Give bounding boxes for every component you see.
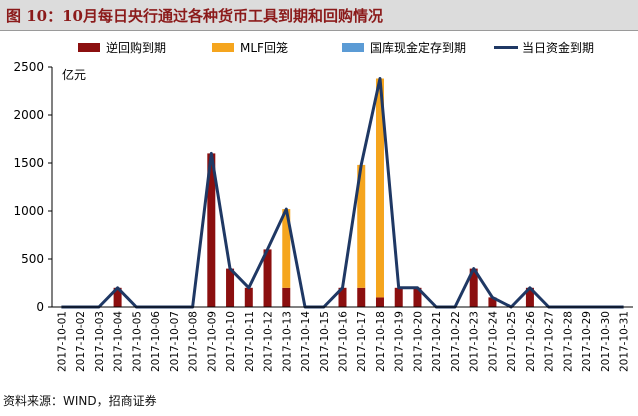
x-tick-label: 2017-10-28: [562, 311, 574, 372]
bar: [282, 287, 291, 307]
x-tick-label: 2017-10-30: [600, 311, 612, 372]
bar: [207, 153, 216, 307]
x-tick-label: 2017-10-05: [131, 311, 143, 372]
x-tick-label: 2017-10-03: [94, 311, 106, 372]
chart-title: 图 10：10月每日央行通过各种货币工具到期和回购情况: [6, 7, 383, 25]
y-tick-label: 0: [36, 300, 44, 314]
source-note: 资料来源：WIND，招商证券: [3, 394, 157, 408]
series-line: [61, 77, 624, 309]
x-tick-label: 2017-10-27: [544, 311, 556, 372]
x-tick-label: 2017-10-06: [150, 311, 162, 372]
bar: [357, 287, 366, 307]
x-tick-label: 2017-10-29: [581, 311, 593, 372]
bar-series: [113, 78, 534, 307]
y-tick-label: 2000: [13, 108, 44, 122]
bar: [357, 164, 366, 288]
x-tick-label: 2017-10-22: [450, 311, 462, 372]
x-tick-label: 2017-10-07: [169, 311, 181, 372]
bar: [394, 287, 403, 307]
bar: [375, 297, 384, 307]
y-tick-label: 2500: [13, 60, 44, 74]
y-unit-label: 亿元: [62, 67, 86, 82]
bar: [226, 268, 235, 307]
x-tick-label: 2017-10-01: [56, 311, 68, 372]
bar: [263, 249, 272, 307]
x-tick-label: 2017-10-02: [75, 311, 87, 372]
x-tick-label: 2017-10-09: [206, 311, 218, 372]
legend-label: 国库现金定存到期: [370, 40, 466, 55]
bar: [375, 78, 384, 298]
bar: [282, 209, 291, 288]
x-tick-label: 2017-10-11: [244, 311, 256, 372]
x-tick-label: 2017-10-15: [319, 311, 331, 372]
x-tick-label: 2017-10-17: [356, 311, 368, 372]
x-tick-label: 2017-10-23: [469, 311, 481, 372]
bar: [113, 287, 122, 307]
legend-label: 当日资金到期: [522, 40, 594, 55]
x-tick-label: 2017-10-18: [375, 311, 387, 372]
bar: [469, 268, 478, 307]
x-tick-label: 2017-10-13: [281, 311, 293, 372]
bar: [338, 287, 347, 307]
x-axis: 2017-10-01 2017-10-02 2017-10-03 2017-10-04…: [52, 306, 633, 372]
x-tick-label: 2017-10-08: [188, 311, 200, 372]
chart-legend: 逆回购到期 MLF回笼 国库现金定存到期 当日资金到期: [78, 40, 594, 55]
line-series: [61, 77, 624, 309]
bar: [413, 287, 422, 307]
x-tick-label: 2017-10-31: [619, 311, 631, 372]
bar: [488, 297, 497, 307]
bar: [525, 287, 534, 307]
chart-title-bar: 图 10：10月每日央行通过各种货币工具到期和回购情况: [0, 0, 638, 30]
x-tick-label: 2017-10-21: [431, 311, 443, 372]
legend-swatch: [78, 43, 100, 52]
y-tick-label: 1500: [13, 156, 44, 170]
legend-label: 逆回购到期: [106, 40, 166, 55]
title-divider: [0, 30, 638, 31]
x-tick-label: 2017-10-26: [525, 311, 537, 372]
y-axis: 0 500 1000 1500 2000 2500 亿元: [13, 60, 86, 314]
bar: [244, 287, 253, 307]
legend-swatch: [342, 43, 364, 52]
x-tick-label: 2017-10-19: [394, 311, 406, 372]
x-tick-label: 2017-10-25: [506, 311, 518, 372]
y-tick-label: 1000: [13, 204, 44, 218]
legend-swatch: [212, 43, 234, 52]
x-tick-label: 2017-10-24: [487, 311, 499, 372]
x-tick-label: 2017-10-04: [113, 311, 125, 372]
y-tick-label: 500: [21, 252, 44, 266]
x-tick-label: 2017-10-16: [338, 311, 350, 372]
legend-label: MLF回笼: [240, 40, 288, 55]
x-tick-label: 2017-10-12: [263, 311, 275, 372]
x-tick-label: 2017-10-20: [412, 311, 424, 372]
x-tick-label: 2017-10-10: [225, 311, 237, 372]
x-tick-label: 2017-10-14: [300, 311, 312, 372]
